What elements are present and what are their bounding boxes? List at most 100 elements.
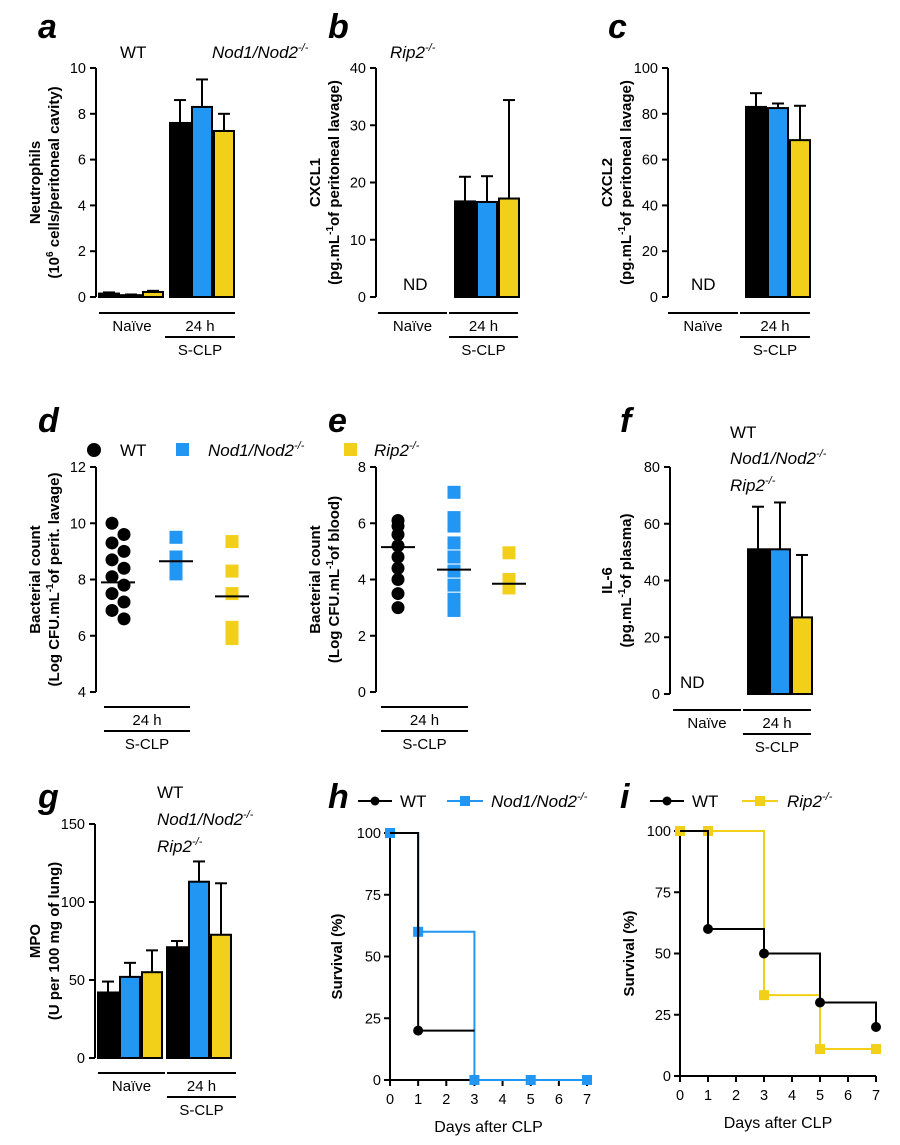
bar-g-2-1 [210, 933, 232, 1060]
point-d-wt [117, 544, 131, 558]
legend-i-wt-label: WT [692, 792, 718, 811]
survival-point-h-wt [413, 1025, 424, 1036]
point-e-1 [447, 564, 461, 578]
group-label-g: 24 h [187, 1078, 216, 1095]
point-d-2 [225, 535, 239, 549]
y-axis-title-line2-b: (pg.mL-1of peritoneal lavage) [325, 80, 343, 285]
y-tick-label-i: 75 [655, 885, 671, 901]
point-e-1 [447, 550, 461, 564]
group-label-g: Naïve [112, 1078, 151, 1095]
survival-point-i-ko [759, 990, 769, 1001]
y-tick-label-g: 50 [69, 973, 85, 989]
y-axis-title-line1-b: CXCL1 [307, 158, 324, 207]
y-tick-label-f: 20 [644, 630, 660, 646]
legend-i: WT Rip2-/- [650, 791, 833, 811]
survival-point-i-wt [871, 1022, 881, 1032]
point-d-2 [225, 632, 239, 646]
bar-f-1-1 [769, 548, 791, 695]
point-d-2 [225, 620, 239, 634]
point-d-wt [117, 578, 131, 592]
legend-rip-marker [344, 443, 357, 456]
panel-label-c: c [608, 8, 627, 46]
point-d-2 [225, 587, 239, 601]
survival-point-h-ko [469, 1075, 480, 1085]
sclp-label-f: S-CLP [755, 739, 799, 756]
panel-f-legend-nod: Nod1/Nod2-/- [730, 448, 827, 468]
panel-f-legend-wt: WT [730, 423, 756, 442]
bar-f-0-1 [747, 548, 769, 695]
y-axis-title-a: Neutrophils(106 cells/peritoneal cavity) [27, 86, 63, 278]
y-tick-label-a: 0 [78, 290, 86, 306]
legend-nod-marker [176, 443, 189, 456]
x-tick-label-h: 4 [499, 1092, 507, 1108]
group-label-a: 24 h [185, 318, 214, 335]
x-tick-label-h: 6 [555, 1092, 563, 1108]
point-e-wt [391, 550, 405, 564]
sclp-label-e: S-CLP [402, 736, 446, 753]
y-tick-label-h: 100 [357, 826, 381, 842]
y-tick-label-a: 2 [78, 244, 86, 260]
sclp-label-b: S-CLP [461, 342, 505, 359]
y-axis-title-line2-c: (pg.mL-1of peritoneal lavage) [617, 80, 635, 285]
y-tick-label-c: 80 [642, 107, 658, 123]
y-axis-title-line1-d: Bacterial count [27, 525, 44, 633]
panel-label-d: d [38, 402, 60, 440]
y-tick-label-c: 40 [642, 198, 658, 214]
sclp-label-a: S-CLP [178, 342, 222, 359]
point-d-wt [117, 612, 131, 626]
point-d-1 [169, 567, 183, 581]
legend-h-nod-marker [460, 796, 470, 806]
point-e-1 [447, 578, 461, 592]
x-tick-label-i: 1 [704, 1088, 712, 1104]
x-axis-title-i: Days after CLP [724, 1115, 832, 1132]
bar-a-1-1 [191, 105, 213, 299]
legend-h-wt-marker [370, 796, 380, 806]
y-tick-label-f: 40 [644, 574, 660, 590]
group-label-f: Naïve [687, 715, 726, 732]
legend-h: WT Nod1/Nod2-/- [358, 791, 588, 811]
y-axis-title-line1-a: Neutrophils [27, 141, 44, 224]
y-tick-label-h: 75 [365, 888, 381, 904]
point-e-wt [391, 539, 405, 553]
survival-line-h-1 [390, 832, 587, 1081]
y-tick-label-f: 60 [644, 517, 660, 533]
x-tick-label-i: 2 [732, 1088, 740, 1104]
x-tick-label-h: 2 [442, 1092, 450, 1108]
y-tick-label-i: 0 [663, 1069, 671, 1085]
sclp-label-g: S-CLP [179, 1102, 223, 1119]
y-tick-label-d: 12 [70, 460, 86, 476]
nd-label-b: ND [403, 275, 428, 294]
y-tick-label-g: 150 [61, 817, 85, 833]
nd-label-c: ND [691, 275, 716, 294]
point-d-wt [105, 603, 119, 617]
y-axis-title-h: Survival (%) [329, 914, 346, 1000]
y-tick-label-e: 8 [358, 460, 366, 476]
legend-h-nod-label: Nod1/Nod2-/- [491, 791, 588, 811]
point-d-1 [169, 530, 183, 544]
group-label-f: 24 h [762, 715, 791, 732]
bar-b-1-1 [476, 200, 498, 298]
y-tick-label-e: 0 [358, 685, 366, 701]
legend-i-rip-label: Rip2-/- [787, 791, 833, 811]
y-tick-label-i: 25 [655, 1008, 671, 1024]
y-tick-label-f: 0 [652, 687, 660, 703]
panel-g-legend-nod: Nod1/Nod2-/- [157, 809, 254, 829]
bar-g-0-1 [166, 946, 188, 1059]
point-e-1 [447, 519, 461, 533]
y-tick-label-f: 80 [644, 460, 660, 476]
y-tick-label-a: 8 [78, 107, 86, 123]
y-tick-label-d: 8 [78, 573, 86, 589]
panel-label-b: b [328, 8, 349, 46]
sclp-label-c: S-CLP [753, 342, 797, 359]
y-axis-title-line2-e: (Log CFU.mL-1of blood) [325, 496, 343, 663]
x-tick-label-i: 4 [788, 1088, 796, 1104]
bar-a-2-1 [213, 129, 235, 298]
panel-a-legend-wt: WT [120, 43, 146, 62]
group-label-b: 24 h [469, 318, 498, 335]
legend-wt-label: WT [120, 441, 146, 460]
y-tick-label-g: 0 [77, 1051, 85, 1067]
legend-i-rip-marker [755, 796, 765, 806]
point-e-2 [502, 546, 516, 560]
point-e-1 [447, 536, 461, 550]
